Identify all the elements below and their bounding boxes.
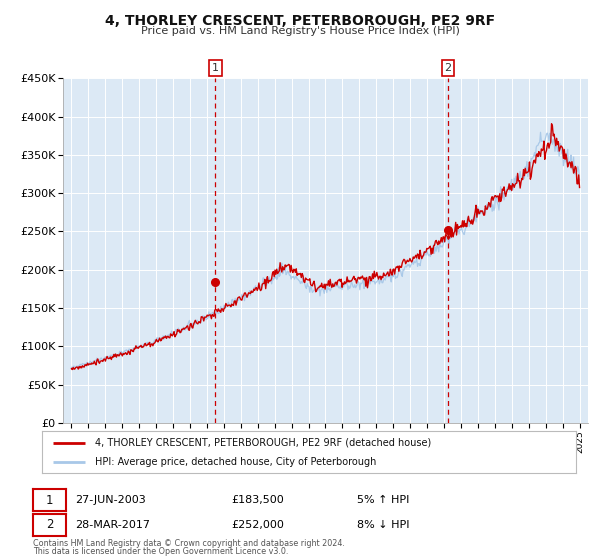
Text: 28-MAR-2017: 28-MAR-2017 bbox=[75, 520, 150, 530]
Text: £252,000: £252,000 bbox=[231, 520, 284, 530]
Text: 1: 1 bbox=[212, 63, 219, 73]
Text: 4, THORLEY CRESCENT, PETERBOROUGH, PE2 9RF: 4, THORLEY CRESCENT, PETERBOROUGH, PE2 9… bbox=[105, 14, 495, 28]
Text: 1: 1 bbox=[46, 493, 53, 507]
Text: 4, THORLEY CRESCENT, PETERBOROUGH, PE2 9RF (detached house): 4, THORLEY CRESCENT, PETERBOROUGH, PE2 9… bbox=[95, 437, 431, 447]
Text: 27-JUN-2003: 27-JUN-2003 bbox=[75, 495, 146, 505]
Text: £183,500: £183,500 bbox=[231, 495, 284, 505]
Text: 2: 2 bbox=[445, 63, 452, 73]
Text: This data is licensed under the Open Government Licence v3.0.: This data is licensed under the Open Gov… bbox=[33, 547, 289, 556]
Text: 5% ↑ HPI: 5% ↑ HPI bbox=[357, 495, 409, 505]
Text: HPI: Average price, detached house, City of Peterborough: HPI: Average price, detached house, City… bbox=[95, 457, 377, 467]
Text: Price paid vs. HM Land Registry's House Price Index (HPI): Price paid vs. HM Land Registry's House … bbox=[140, 26, 460, 36]
Text: 2: 2 bbox=[46, 518, 53, 531]
Text: Contains HM Land Registry data © Crown copyright and database right 2024.: Contains HM Land Registry data © Crown c… bbox=[33, 539, 345, 548]
Text: 8% ↓ HPI: 8% ↓ HPI bbox=[357, 520, 409, 530]
